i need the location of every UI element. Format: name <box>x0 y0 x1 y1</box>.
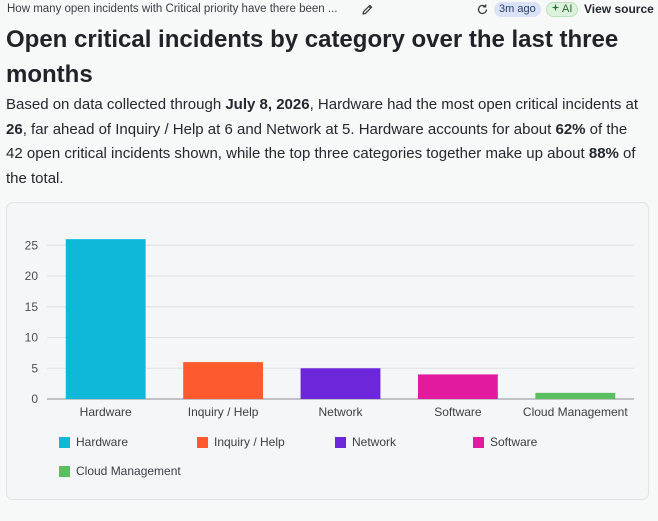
bar-network[interactable] <box>300 368 381 399</box>
summary-text: Based on data collected through July 8, … <box>6 93 646 191</box>
y-tick-label: 0 <box>31 392 38 406</box>
summary-date: July 8, 2026 <box>225 96 310 113</box>
y-tick-label: 20 <box>25 269 39 283</box>
summary-part-1: Based on data collected through <box>6 96 226 113</box>
legend-label: Cloud Management <box>76 464 181 478</box>
y-tick-label: 25 <box>25 238 39 252</box>
legend-swatch <box>59 436 70 448</box>
y-tick-label: 5 <box>31 361 38 375</box>
bar-chart: 0 5 10 15 20 25 Hardware Inquiry / Help Network S… <box>25 238 634 419</box>
x-tick-label: Cloud Management <box>523 405 628 419</box>
legend-label: Software <box>490 435 538 449</box>
question-text[interactable]: How many open incidents with Critical pr… <box>7 3 338 15</box>
legend-label: Network <box>352 435 397 449</box>
x-tick-label: Hardware <box>80 405 132 419</box>
chart-card: 0 5 10 15 20 25 Hardware Inquiry / Help Network S… <box>6 202 649 500</box>
legend-label: Hardware <box>76 435 129 449</box>
ai-label: AI <box>562 3 573 15</box>
summary-part-5: of the total. <box>6 145 636 187</box>
legend-swatch <box>335 436 346 448</box>
summary-part-2: , Hardware had the most open critical in… <box>309 96 639 113</box>
time-ago-badge: 3m ago <box>494 2 541 17</box>
legend-item[interactable]: Cloud Management <box>59 464 181 478</box>
legend-swatch <box>197 436 208 448</box>
view-source-link[interactable]: View source <box>584 2 654 16</box>
summary-hardware-share: 62% <box>555 120 586 138</box>
bar-inquiry-help[interactable] <box>183 362 264 399</box>
y-tick-label: 10 <box>25 331 39 345</box>
summary-top-three-share: 88% <box>588 145 619 162</box>
legend-label: Inquiry / Help <box>214 435 285 449</box>
legend-swatch <box>59 465 70 477</box>
y-tick-label: 15 <box>25 300 39 314</box>
x-tick-label: Software <box>434 405 482 419</box>
summary-part-3: , far ahead of Inquiry / Help at 6 and N… <box>22 120 556 138</box>
legend-item[interactable]: Network <box>335 435 396 449</box>
bar-hardware[interactable] <box>65 239 146 399</box>
pencil-icon[interactable] <box>361 3 374 16</box>
x-tick-label: Network <box>318 405 363 419</box>
legend-item[interactable]: Software <box>473 435 537 449</box>
refresh-icon[interactable] <box>476 3 489 16</box>
legend-swatch <box>473 436 484 448</box>
sparkle-icon <box>551 3 560 16</box>
bar-software[interactable] <box>417 374 498 399</box>
page-title: Open critical incidents by category over… <box>6 26 619 88</box>
legend-item[interactable]: Inquiry / Help <box>197 435 285 449</box>
summary-hardware-count: 26 <box>6 120 23 138</box>
bar-cloud-management[interactable] <box>535 392 616 399</box>
x-tick-label: Inquiry / Help <box>188 405 259 419</box>
ai-badge: AI <box>546 2 579 17</box>
legend-item[interactable]: Hardware <box>59 435 128 449</box>
summary-part-4: of the 42 open critical incidents shown,… <box>6 120 628 163</box>
header-bar: How many open incidents with Critical pr… <box>0 0 658 20</box>
